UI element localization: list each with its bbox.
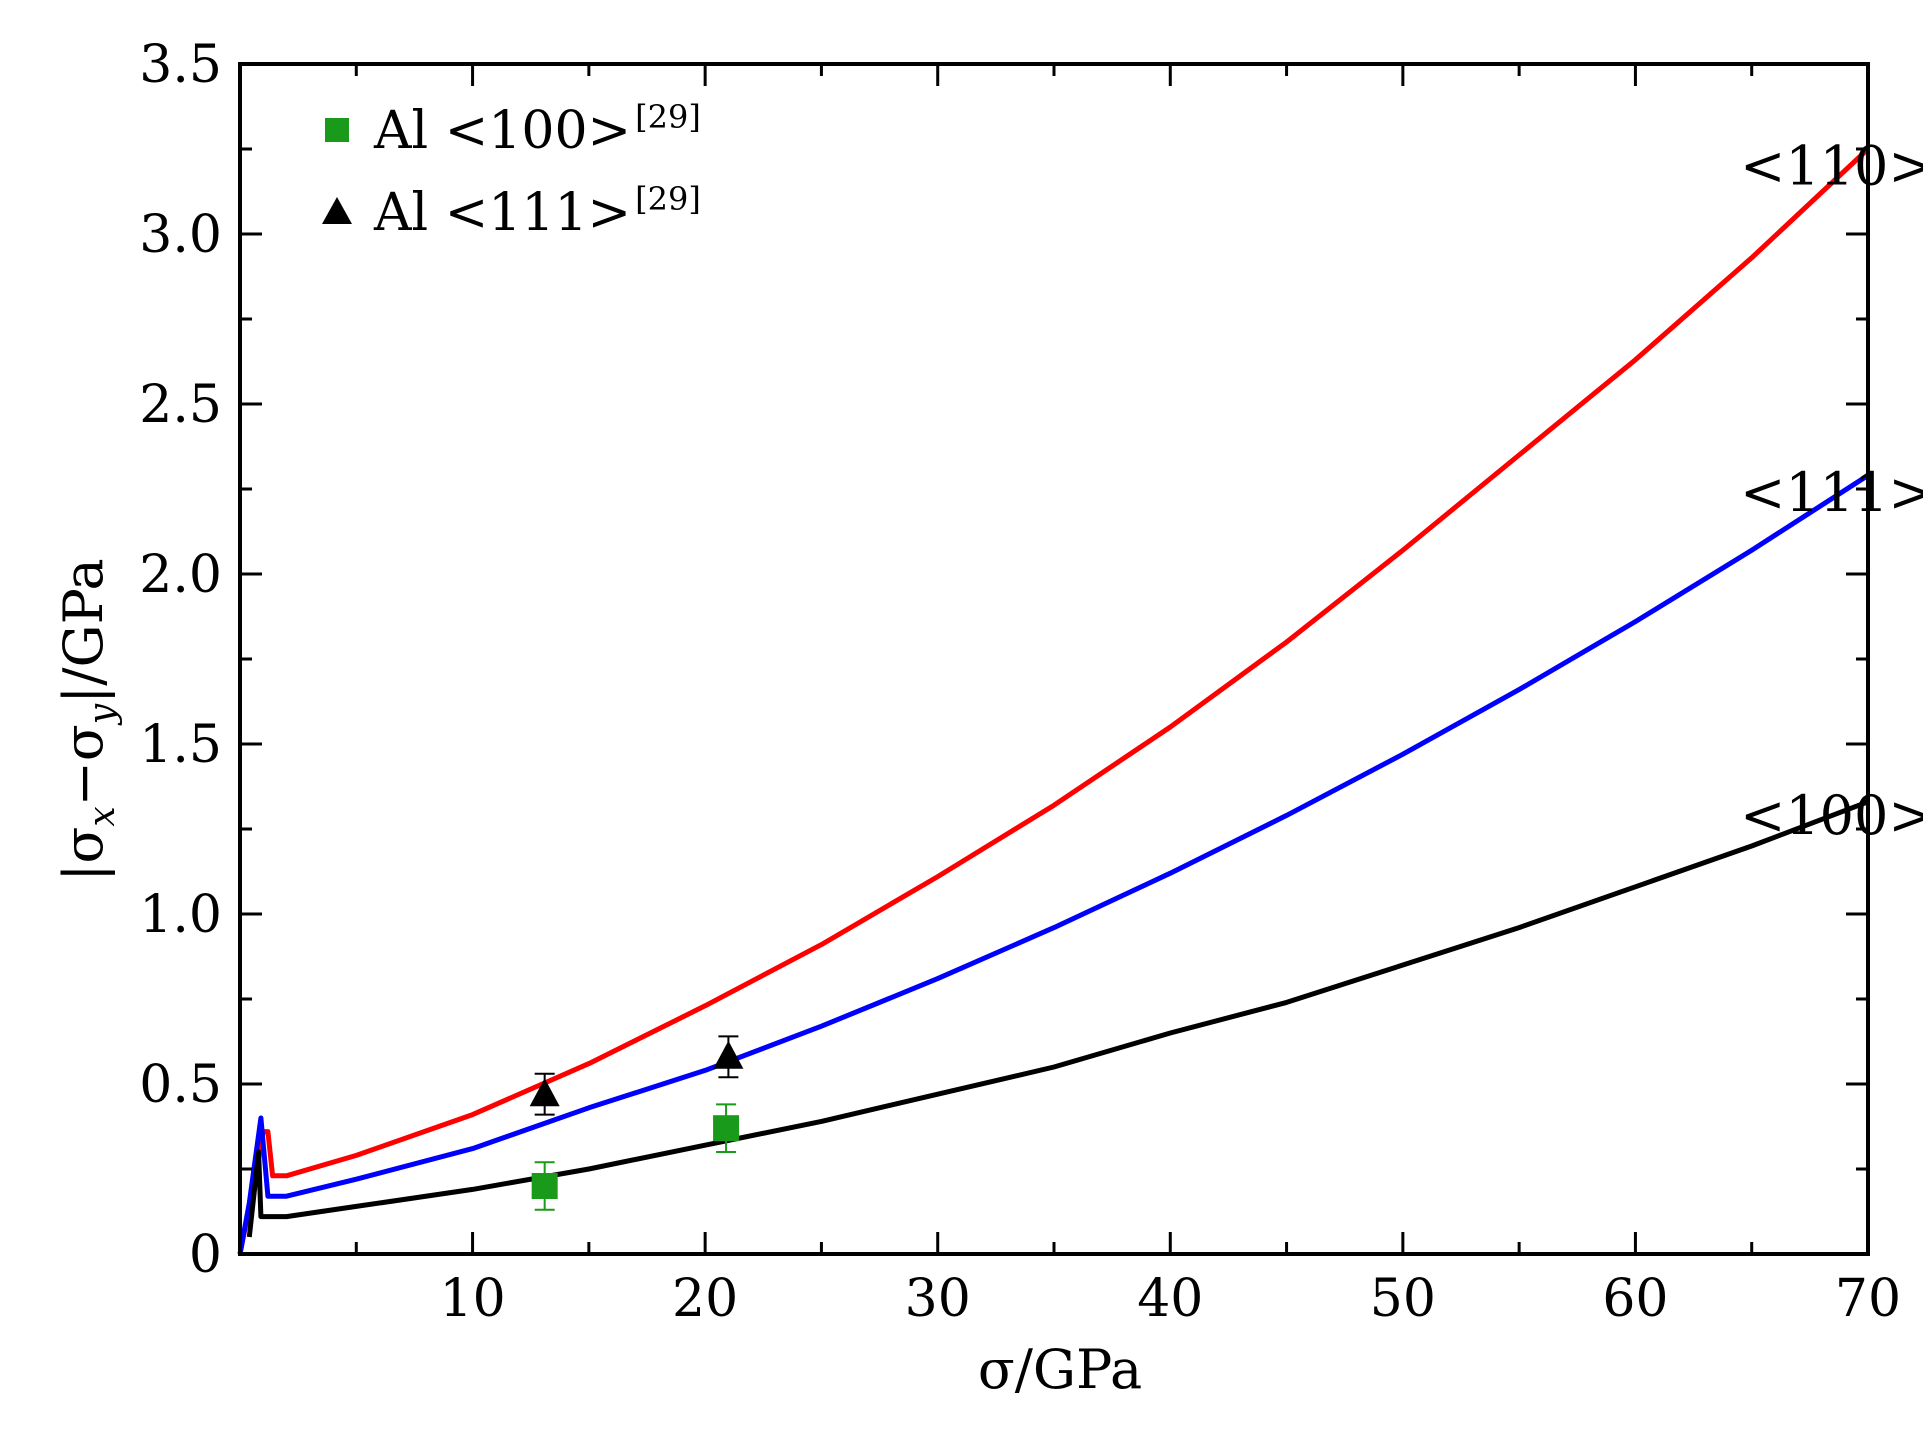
y-axis-title: |σx−σy|/GPa xyxy=(52,558,123,881)
y-tick-label: 3.0 xyxy=(139,205,222,265)
series-label: <100> xyxy=(1740,784,1923,847)
series-labels: <110> <111> <100> xyxy=(1740,134,1923,846)
series-line xyxy=(237,473,1870,1255)
y-tick-label: 1.0 xyxy=(139,885,222,945)
legend-square-icon xyxy=(325,118,349,142)
y-tick-label: 2.5 xyxy=(139,375,222,435)
legend-ref: [29] xyxy=(635,98,701,136)
x-tick-label: 50 xyxy=(1370,1269,1436,1329)
square-marker xyxy=(713,1115,740,1142)
y-axis-title-part-mid: −σ xyxy=(52,724,115,806)
x-tick-label: 60 xyxy=(1602,1269,1668,1329)
x-tick-label: 40 xyxy=(1137,1269,1203,1329)
legend-triangle-icon xyxy=(322,197,352,224)
legend-ref: [29] xyxy=(635,180,701,218)
y-axis-title-sub-x: x xyxy=(82,806,123,826)
x-tick-label: 30 xyxy=(905,1269,971,1329)
legend-label: Al <100> xyxy=(373,101,631,161)
y-axis-title-sub-y: y xyxy=(82,703,123,726)
x-axis-title: σ/GPa xyxy=(978,1338,1142,1401)
y-tick-label: 0 xyxy=(189,1225,222,1285)
y-tick-label: 2.0 xyxy=(139,545,222,605)
y-tick-label: 1.5 xyxy=(139,715,222,775)
y-axis-title-part-close: |/GPa xyxy=(52,558,115,704)
x-tick-label: 70 xyxy=(1835,1269,1901,1329)
triangle-marker xyxy=(713,1040,744,1069)
axes: 10 20 30 40 50 60 70 0 0.5 1.0 1.5 2.0 2.5 3.0 3.5 xyxy=(139,35,1901,1329)
y-axis-title-part-open: |σ xyxy=(52,827,115,882)
legend: Al <100> [29]Al <111> [29] xyxy=(322,98,701,243)
series-label: <111> xyxy=(1740,461,1923,524)
triangle-marker xyxy=(529,1078,560,1107)
y-tick-label: 3.5 xyxy=(139,35,222,95)
data-markers xyxy=(529,1035,744,1211)
square-marker xyxy=(531,1173,558,1199)
series-line xyxy=(246,799,1869,1238)
legend-label: Al <111> xyxy=(373,183,631,243)
series-curves xyxy=(237,147,1870,1255)
x-tick-label: 10 xyxy=(439,1269,505,1329)
series-label: <110> xyxy=(1740,134,1923,197)
series-line xyxy=(237,147,1870,1255)
y-tick-label: 0.5 xyxy=(139,1055,222,1115)
x-tick-label: 20 xyxy=(672,1269,738,1329)
